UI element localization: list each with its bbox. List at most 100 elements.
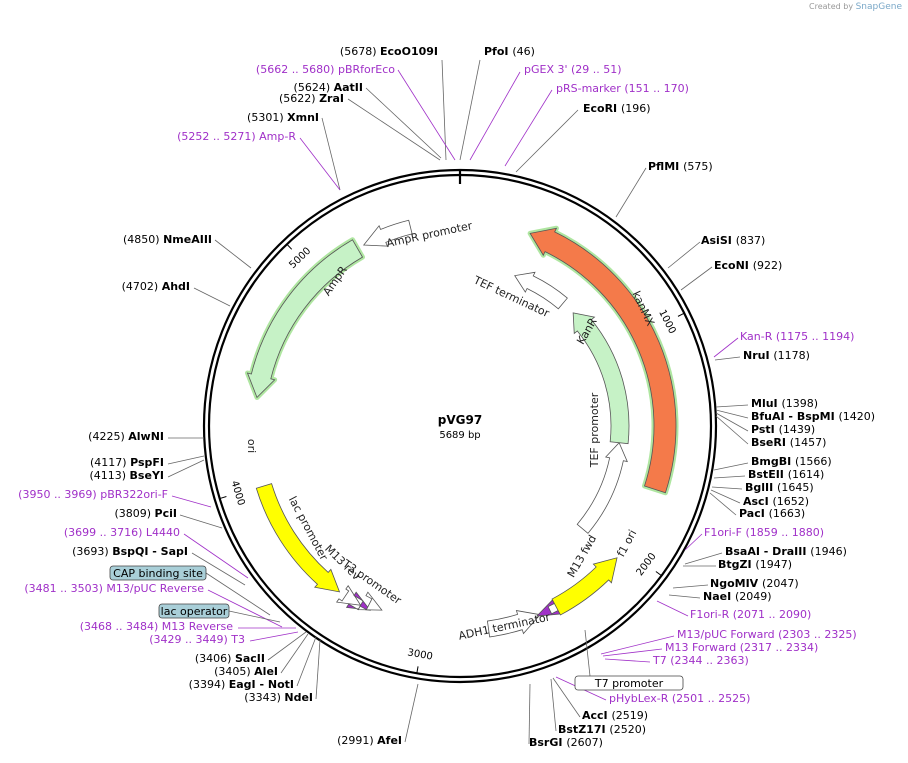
boxed-feature-name: T7 promoter xyxy=(594,677,664,690)
site-coord: (3699 .. 3716) xyxy=(64,526,146,539)
boxed-feature-label: T7 promoter xyxy=(574,675,684,691)
site-name: BspQI - SapI xyxy=(112,545,188,558)
enzyme-label: BtgZI (1947) xyxy=(718,558,792,571)
site-name: PciI xyxy=(155,507,177,520)
site-coord: (2520) xyxy=(609,723,646,736)
site-coord: (1946) xyxy=(810,545,847,558)
site-coord: (46) xyxy=(512,45,535,58)
site-coord: (1398) xyxy=(781,397,818,410)
leader-line xyxy=(207,589,283,628)
primer-label: M13 Forward (2317 .. 2334) xyxy=(665,641,818,654)
site-coord: (3481 .. 3503) xyxy=(24,582,106,595)
feature-arrow xyxy=(357,591,383,611)
feature-arrow xyxy=(486,610,541,638)
site-name: M13 Forward xyxy=(665,641,740,654)
leader-line xyxy=(267,631,307,661)
leader-line xyxy=(668,594,701,599)
enzyme-label: NaeI (2049) xyxy=(703,590,772,603)
leader-line xyxy=(504,89,553,167)
site-name: AccI xyxy=(582,709,611,722)
site-coord: (3809) xyxy=(114,507,154,520)
leader-line xyxy=(550,678,557,732)
enzyme-label: (3809) PciI xyxy=(114,507,177,520)
feature-label: TEF promoter xyxy=(588,392,601,468)
feature-arrow xyxy=(572,312,630,445)
site-coord: (3343) xyxy=(244,691,284,704)
site-coord: (2303 .. 2325) xyxy=(778,628,857,641)
site-coord: (575) xyxy=(683,160,713,173)
enzyme-label: (3406) SacII xyxy=(195,652,265,665)
leader-line xyxy=(280,633,309,674)
site-name: F1ori-R xyxy=(690,608,733,621)
site-name: XmnI xyxy=(287,111,319,124)
leader-line xyxy=(656,600,689,617)
enzyme-label: BfuAI - BspMI (1420) xyxy=(751,410,875,423)
site-name: pHybLex-R xyxy=(609,692,672,705)
site-name: T7 xyxy=(652,654,670,667)
leader-line xyxy=(715,409,749,419)
site-name: NaeI xyxy=(703,590,735,603)
leader-line xyxy=(709,492,737,516)
leader-line xyxy=(441,59,447,161)
leader-line xyxy=(214,239,252,269)
site-coord: (1663) xyxy=(769,507,806,520)
site-coord: (5301) xyxy=(247,111,287,124)
leader-line xyxy=(193,287,231,307)
primer-label: (3481 .. 3503) M13/pUC Reverse xyxy=(24,582,204,595)
site-coord: (1614) xyxy=(788,468,825,481)
site-name: F1ori-F xyxy=(704,526,745,539)
feature-arrow xyxy=(527,225,679,496)
leader-line xyxy=(167,455,205,465)
enzyme-label: BsaAI - DraIII (1946) xyxy=(725,545,847,558)
site-name: NdeI xyxy=(284,691,313,704)
feature-arrow xyxy=(576,442,628,534)
leader-line xyxy=(604,658,651,663)
enzyme-label: BstZ17I (2520) xyxy=(558,723,646,736)
site-name: AfeI xyxy=(377,734,402,747)
tick-mark xyxy=(219,496,227,500)
feature-arrow xyxy=(362,219,413,247)
site-name: AhdI xyxy=(162,280,190,293)
leader-line xyxy=(299,137,341,191)
site-coord: (1420) xyxy=(839,410,876,423)
boxed-feature-name: lac operator xyxy=(161,605,228,618)
tick-label: 3000 xyxy=(407,647,434,662)
enzyme-label: EcoNI (922) xyxy=(714,259,782,272)
boxed-feature-name: CAP binding site xyxy=(113,567,203,580)
site-coord: (4225) xyxy=(88,430,128,443)
leader-line xyxy=(710,489,741,504)
site-coord: (1947) xyxy=(755,558,792,571)
site-coord: (29 .. 51) xyxy=(571,63,622,76)
site-coord: (5622) xyxy=(279,92,319,105)
leader-line xyxy=(315,639,321,700)
site-coord: (3468 .. 3484) xyxy=(80,620,162,633)
feature-arrow xyxy=(551,557,618,616)
site-coord: (5624) xyxy=(294,81,334,94)
enzyme-label: AsiSI (837) xyxy=(701,234,765,247)
tick-mark xyxy=(655,571,662,577)
site-name: PstI xyxy=(751,423,779,436)
site-coord: (1652) xyxy=(773,495,810,508)
site-name: PacI xyxy=(739,507,769,520)
primer-label: F1ori-R (2071 .. 2090) xyxy=(690,608,811,621)
tick-mark xyxy=(677,312,685,317)
site-name: Amp-R xyxy=(259,130,296,143)
boxed-feature-label: CAP binding site xyxy=(109,565,207,581)
site-name: pGEX 3' xyxy=(524,63,571,76)
leader-line xyxy=(397,69,456,161)
leader-line xyxy=(714,356,741,361)
site-name: BstZ17I xyxy=(558,723,609,736)
primer-label: pGEX 3' (29 .. 51) xyxy=(524,63,622,76)
enzyme-label: BsrGI (2607) xyxy=(529,736,603,749)
enzyme-label: BglII (1645) xyxy=(745,481,814,494)
site-coord: (2071 .. 2090) xyxy=(733,608,812,621)
enzyme-label: (4225) AlwNI xyxy=(88,430,164,443)
primer-label: (3699 .. 3716) L4440 xyxy=(64,526,180,539)
site-name: pRS-marker xyxy=(556,82,624,95)
feature-label: ADH1 terminator xyxy=(457,610,551,642)
site-name: pBRforEco xyxy=(338,63,395,76)
site-name: EagI - NotI xyxy=(229,678,294,691)
enzyme-label: BmgBI (1566) xyxy=(751,455,832,468)
primer-label: (3429 .. 3449) T3 xyxy=(149,633,245,646)
